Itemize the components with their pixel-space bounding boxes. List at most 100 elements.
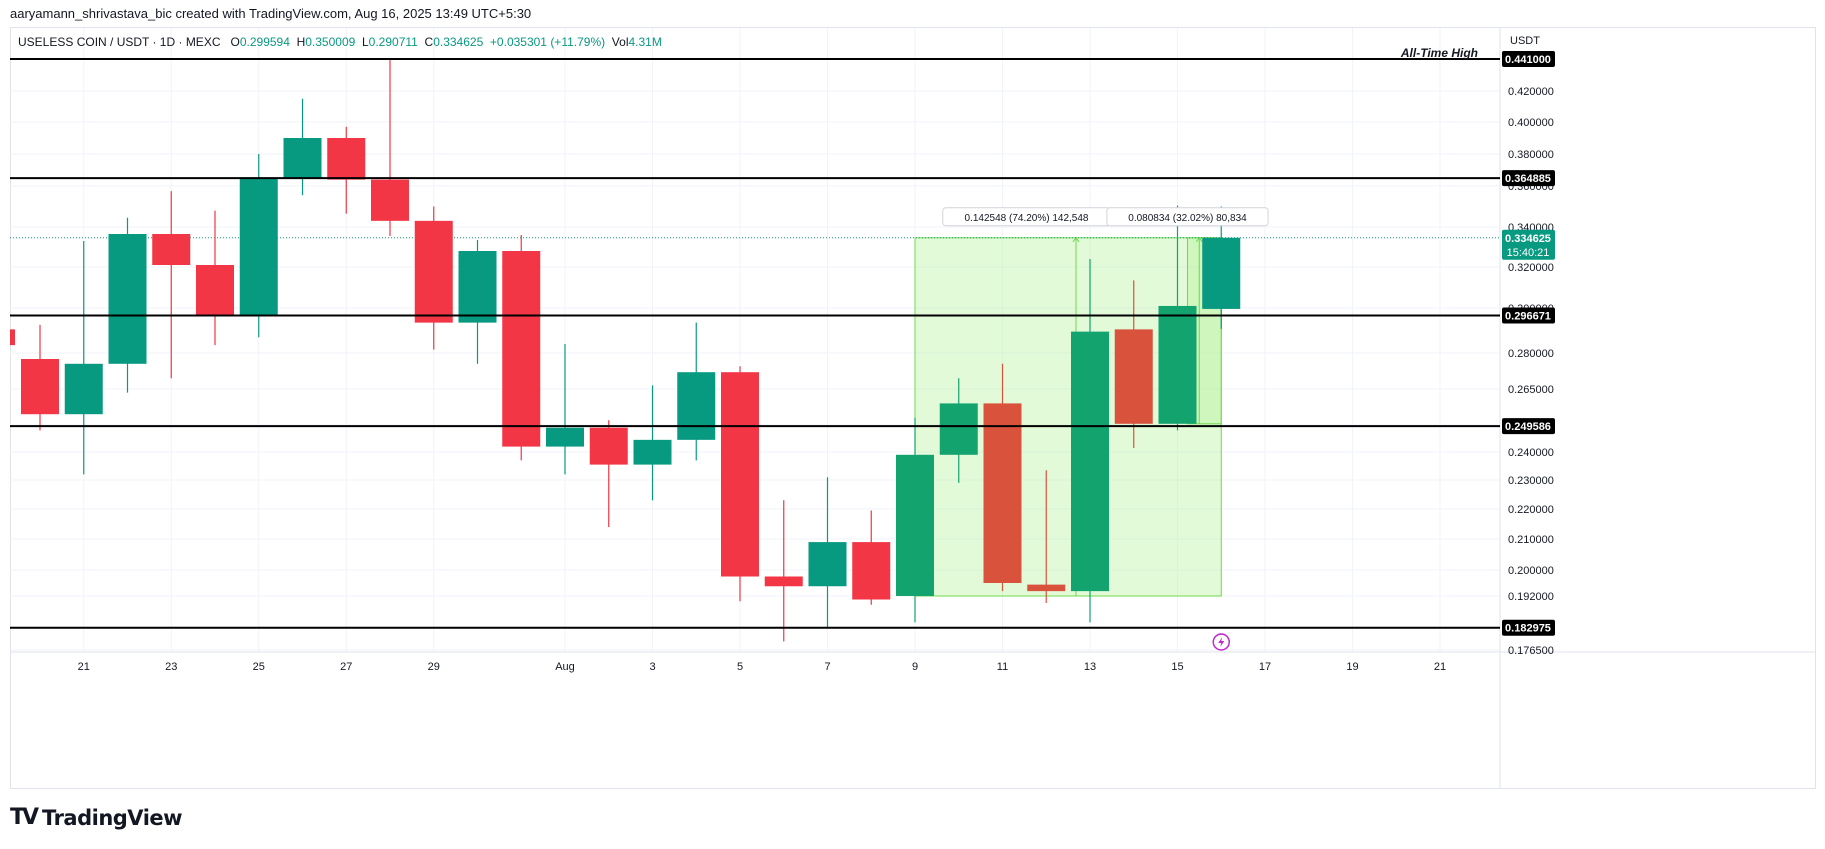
- candle-body: [983, 403, 1022, 583]
- candle: [1071, 259, 1109, 623]
- currency-label: USDT: [1510, 35, 1540, 47]
- ohlc-legend: USELESS COIN / USDT · 1D · MEXC O0.29959…: [18, 35, 662, 49]
- tradingview-logo-text: TradingView: [42, 805, 183, 830]
- legend-close-value: 0.334625: [433, 35, 484, 49]
- candle-body: [327, 138, 366, 180]
- candle: [808, 477, 847, 628]
- candle-body: [721, 372, 759, 577]
- x-tick-label: 13: [1084, 661, 1096, 673]
- range-arrow-head: [1195, 236, 1203, 243]
- x-tick-label: 5: [737, 661, 743, 673]
- y-tick-label: 0.320000: [1508, 262, 1554, 274]
- y-tick-label: 0.230000: [1508, 475, 1554, 487]
- range-label: 0.142548 (74.20%) 142,548: [965, 213, 1089, 224]
- candle: [1114, 280, 1153, 448]
- x-tick-label: 3: [649, 661, 655, 673]
- candle: [764, 500, 803, 642]
- level-price-tag: [1502, 307, 1555, 324]
- candle-body: [152, 234, 191, 265]
- tradingview-logo-icon: TV: [10, 805, 39, 830]
- candle: [239, 154, 278, 338]
- candle-body: [414, 220, 453, 323]
- x-tick-label: 11: [997, 661, 1008, 673]
- candle: [1027, 470, 1066, 604]
- level-annotation: All-Time High: [1400, 46, 1478, 60]
- legend-high-label: H: [296, 35, 306, 49]
- last-price-tag: [1502, 229, 1555, 260]
- candle-body: [458, 251, 497, 323]
- x-tick-label: 27: [340, 661, 352, 673]
- candle: [721, 366, 759, 602]
- legend-low-value: 0.290711: [368, 35, 418, 49]
- x-tick-label: Aug: [555, 661, 575, 673]
- legend-high-value: 0.350009: [305, 35, 356, 49]
- candle: [852, 510, 891, 605]
- candle-body: [589, 427, 628, 465]
- candle-body: [21, 359, 59, 415]
- candle-body: [1158, 305, 1197, 424]
- candle-body: [108, 234, 147, 364]
- x-tick-label: 21: [78, 661, 90, 673]
- candle: [108, 217, 147, 393]
- flash-icon: [1212, 633, 1230, 651]
- level-price-label: 0.182975: [1505, 623, 1551, 635]
- y-tick-label: 0.176500: [1508, 645, 1554, 657]
- candle: [327, 126, 366, 214]
- legend-open-label: O: [230, 35, 240, 49]
- candle: [1158, 205, 1197, 431]
- candle-body: [1114, 329, 1153, 424]
- chart-caption: aaryamann_shrivastava_bic created with T…: [10, 6, 532, 21]
- last-price-label: 0.334625: [1505, 233, 1551, 245]
- candle: [458, 240, 497, 364]
- candle-body: [502, 251, 541, 447]
- candle: [983, 363, 1022, 592]
- level-price-tag: [1502, 418, 1555, 435]
- candle: [1202, 206, 1241, 329]
- level-price-label: 0.296671: [1505, 310, 1551, 322]
- y-tick-label: 0.420000: [1508, 86, 1554, 98]
- chart-frame: [10, 27, 1816, 789]
- x-tick-label: 17: [1259, 661, 1271, 673]
- level-price-label: 0.249586: [1505, 421, 1551, 433]
- level-price-tag: [1502, 619, 1555, 636]
- candle-body: [939, 403, 978, 455]
- candle: [633, 385, 672, 501]
- y-tick-label: 0.280000: [1508, 348, 1554, 360]
- y-tick-label: 0.400000: [1508, 117, 1554, 129]
- level-price-tag: [1502, 51, 1555, 67]
- legend-open-value: 0.299594: [239, 35, 290, 49]
- candle: [21, 324, 59, 431]
- x-tick-label: 23: [165, 661, 177, 673]
- y-tick-label: 0.210000: [1508, 534, 1554, 546]
- legend-symbol[interactable]: USELESS COIN / USDT · 1D · MEXC: [18, 35, 221, 49]
- candle-body: [633, 439, 672, 465]
- candle-body: [677, 372, 716, 440]
- candle: [414, 206, 453, 350]
- x-tick-label: 9: [912, 661, 918, 673]
- y-tick-label: 0.192000: [1508, 591, 1554, 603]
- candle-body: [808, 542, 847, 587]
- candle-body: [1027, 584, 1066, 592]
- y-tick-label: 0.240000: [1508, 447, 1554, 459]
- candle: [502, 235, 541, 461]
- y-tick-label: 0.380000: [1508, 149, 1554, 161]
- candle-body: [764, 576, 803, 587]
- candle: [371, 59, 409, 236]
- candle: [677, 322, 716, 461]
- x-tick-label: 25: [253, 661, 265, 673]
- x-tick-label: 7: [824, 661, 830, 673]
- candle-body: [283, 138, 322, 178]
- candle: [546, 344, 584, 475]
- y-tick-label: 0.200000: [1508, 565, 1554, 577]
- level-price-label: 0.441000: [1505, 54, 1551, 66]
- legend-low-label: L: [361, 35, 369, 49]
- x-tick-label: 19: [1346, 661, 1358, 673]
- candle-body: [896, 454, 934, 596]
- tradingview-logo[interactable]: TV TradingView: [10, 805, 183, 830]
- level-price-tag: [1502, 170, 1555, 187]
- y-tick-label: 0.265000: [1508, 384, 1554, 396]
- flash-icon-bolt: [1218, 637, 1225, 647]
- candle-body: [546, 427, 584, 447]
- candle-body: [1071, 331, 1109, 592]
